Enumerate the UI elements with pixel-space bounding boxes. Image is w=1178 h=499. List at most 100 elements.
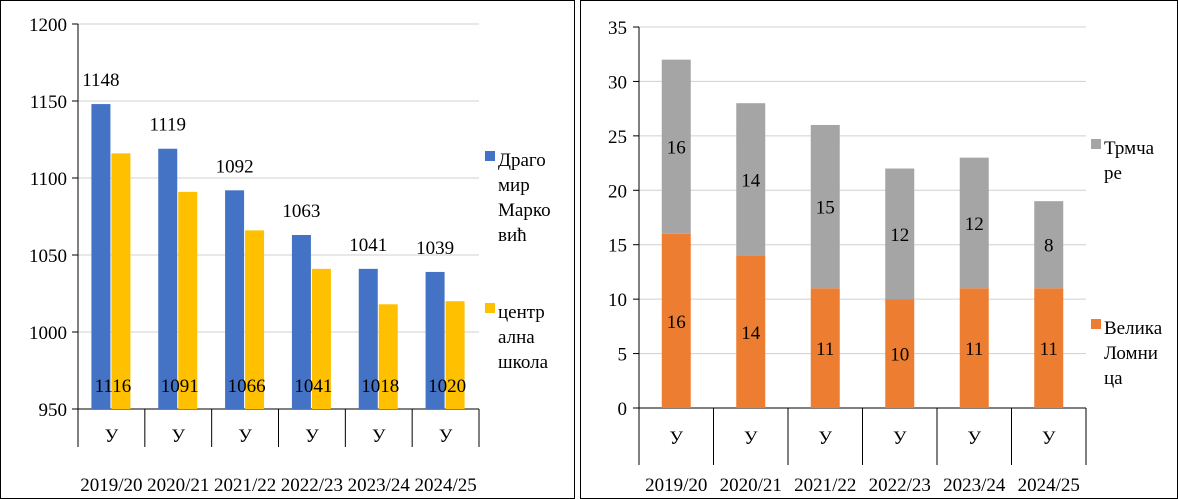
legend-label-trmcare: ре bbox=[1104, 163, 1122, 184]
data-label-velika-lomnica: 16 bbox=[667, 312, 686, 333]
bar-dragomir-markovic bbox=[358, 268, 378, 409]
bar-velika-lomnica bbox=[885, 299, 915, 408]
bar-trmcare bbox=[810, 124, 840, 289]
bar-trmcare bbox=[959, 157, 989, 289]
data-label-centralna-skola: 1020 bbox=[428, 376, 466, 397]
x-category-prefix: У bbox=[372, 426, 386, 447]
data-label-dragomir-markovic: 1041 bbox=[349, 235, 387, 256]
y-tick-label: 1100 bbox=[30, 169, 67, 190]
data-label-velika-lomnica: 14 bbox=[741, 323, 761, 344]
y-tick-label: 950 bbox=[39, 400, 68, 421]
y-tick-label: 0 bbox=[618, 399, 628, 420]
data-label-centralna-skola: 1091 bbox=[161, 376, 199, 397]
chart-right: 0 5 10 15 20 25 30 35 16 16 У 2019/20 14 14 У 2020/21 11… bbox=[580, 0, 1178, 499]
y-tick-label: 30 bbox=[608, 72, 627, 93]
x-category-prefix: У bbox=[744, 428, 758, 449]
data-label-trmcare: 8 bbox=[1044, 236, 1054, 257]
x-category-label: 2020/21 bbox=[147, 475, 209, 496]
bar-velika-lomnica bbox=[661, 233, 691, 408]
legend-label-dragomir-markovic: мир bbox=[498, 175, 530, 196]
y-tick-label: 20 bbox=[608, 181, 627, 202]
bar-trmcare bbox=[736, 103, 766, 256]
x-category-prefix: У bbox=[105, 426, 119, 447]
data-label-centralna-skola: 1018 bbox=[361, 376, 399, 397]
bar-dragomir-markovic bbox=[291, 234, 311, 409]
y-tick-label: 1000 bbox=[29, 323, 67, 344]
bar-dragomir-markovic bbox=[225, 190, 245, 409]
x-category-label: 2022/23 bbox=[869, 475, 931, 496]
x-category-prefix: У bbox=[819, 428, 833, 449]
legend-label-velika-lomnica: Велика bbox=[1104, 318, 1163, 339]
bar-trmcare bbox=[661, 59, 691, 234]
data-label-trmcare: 14 bbox=[741, 170, 761, 191]
bar-trmcare bbox=[885, 168, 915, 300]
x-category-label: 2024/25 bbox=[1018, 475, 1080, 496]
x-category-prefix: У bbox=[1042, 428, 1056, 449]
bar-velika-lomnica bbox=[810, 288, 840, 408]
x-category-prefix: У bbox=[670, 428, 684, 449]
data-label-trmcare: 15 bbox=[816, 198, 835, 219]
legend-swatch-trmcare bbox=[1091, 139, 1101, 149]
bar-dragomir-markovic bbox=[425, 271, 445, 409]
x-category-prefix: У bbox=[305, 426, 319, 447]
bar-centralna-skola bbox=[311, 268, 331, 409]
bar-velika-lomnica bbox=[736, 255, 766, 408]
data-label-trmcare: 12 bbox=[890, 225, 909, 246]
x-category-label: 2019/20 bbox=[645, 475, 707, 496]
legend-swatch-dragomir-markovic bbox=[485, 151, 495, 161]
legend-label-velika-lomnica: Ломни bbox=[1104, 343, 1158, 364]
x-category-label: 2024/25 bbox=[414, 475, 476, 496]
legend-label-trmcare: Трмча bbox=[1104, 138, 1155, 159]
data-label-velika-lomnica: 11 bbox=[816, 339, 834, 360]
bar-dragomir-markovic bbox=[158, 148, 178, 410]
x-category-label: 2021/22 bbox=[214, 475, 276, 496]
data-label-dragomir-markovic: 1039 bbox=[416, 238, 454, 259]
bar-centralna-skola bbox=[445, 301, 465, 409]
data-label-dragomir-markovic: 1063 bbox=[282, 201, 320, 222]
bar-centralna-skola bbox=[245, 230, 265, 409]
x-category-label: 2023/24 bbox=[348, 475, 411, 496]
data-label-dragomir-markovic: 1092 bbox=[216, 156, 254, 177]
y-tick-label: 15 bbox=[608, 236, 627, 257]
legend-label-centralna-skola: школа bbox=[498, 352, 549, 373]
x-category-prefix: У bbox=[172, 426, 186, 447]
y-tick-label: 25 bbox=[608, 127, 627, 148]
chart-left: 950 1000 1050 1100 1150 1200 1148 1116 У 2019/20 1… bbox=[0, 0, 575, 499]
data-label-velika-lomnica: 11 bbox=[965, 339, 983, 360]
data-label-centralna-skola: 1041 bbox=[294, 376, 332, 397]
data-label-dragomir-markovic: 1119 bbox=[149, 115, 186, 136]
x-category-prefix: У bbox=[893, 428, 907, 449]
data-label-centralna-skola: 1116 bbox=[95, 376, 132, 397]
bar-centralna-skola bbox=[378, 304, 398, 409]
y-tick-label: 1150 bbox=[30, 92, 67, 113]
x-category-label: 2023/24 bbox=[943, 475, 1006, 496]
legend-label-dragomir-markovic: Марко bbox=[498, 200, 551, 221]
x-category-label: 2020/21 bbox=[720, 475, 782, 496]
bar-velika-lomnica bbox=[959, 288, 989, 408]
legend-swatch-centralna-skola bbox=[485, 303, 495, 313]
x-category-label: 2021/22 bbox=[794, 475, 856, 496]
x-category-label: 2022/23 bbox=[281, 475, 343, 496]
y-tick-label: 1050 bbox=[29, 246, 67, 267]
x-category-prefix: У bbox=[968, 428, 982, 449]
bar-trmcare bbox=[1034, 201, 1064, 289]
y-tick-label: 1200 bbox=[29, 15, 67, 36]
bar-centralna-skola bbox=[111, 153, 131, 409]
chart-left-svg: 950 1000 1050 1100 1150 1200 1148 1116 У 2019/20 1… bbox=[29, 15, 551, 496]
legend-swatch-velika-lomnica bbox=[1091, 319, 1101, 329]
legend-label-centralna-skola: ална bbox=[498, 327, 535, 348]
legend-label-velika-lomnica: ца bbox=[1104, 368, 1123, 389]
bar-centralna-skola bbox=[178, 191, 198, 409]
x-category-prefix: У bbox=[238, 426, 252, 447]
legend-label-dragomir-markovic: вић bbox=[498, 225, 527, 246]
data-label-trmcare: 12 bbox=[965, 214, 984, 235]
y-tick-label: 10 bbox=[608, 290, 627, 311]
data-label-trmcare: 16 bbox=[667, 138, 686, 159]
data-label-centralna-skola: 1066 bbox=[228, 376, 266, 397]
y-tick-label: 5 bbox=[618, 345, 628, 366]
bar-dragomir-markovic bbox=[91, 104, 111, 409]
legend-label-centralna-skola: центр bbox=[498, 302, 545, 323]
data-label-velika-lomnica: 10 bbox=[890, 345, 909, 366]
data-label-velika-lomnica: 11 bbox=[1040, 339, 1058, 360]
bar-velika-lomnica bbox=[1034, 288, 1064, 408]
